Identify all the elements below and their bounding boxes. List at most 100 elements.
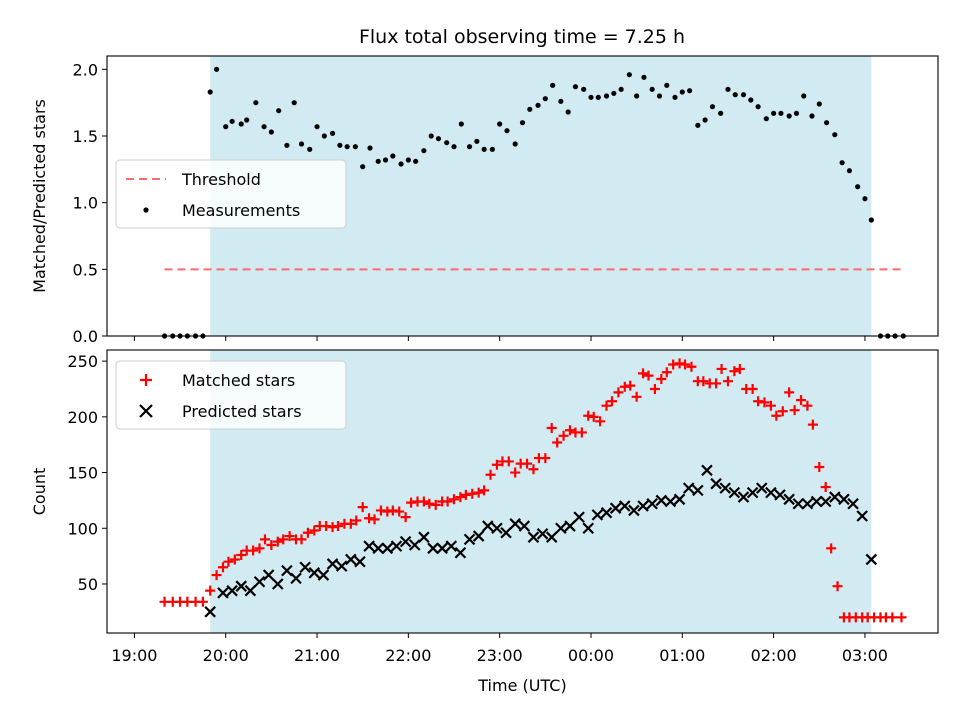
data-point (519, 120, 526, 126)
data-point (235, 580, 248, 592)
data-point (363, 540, 375, 552)
data-point (424, 498, 435, 509)
data-point (737, 491, 750, 503)
data-point (789, 405, 800, 416)
data-point (333, 521, 344, 532)
data-point (784, 387, 795, 398)
data-point (846, 168, 853, 174)
data-point (613, 387, 624, 398)
data-point (796, 395, 807, 406)
data-point (576, 427, 587, 438)
data-point (217, 562, 228, 573)
data-point (445, 540, 458, 552)
legend-entry-label: Measurements (182, 201, 300, 220)
data-point (298, 141, 305, 147)
data-point (427, 542, 439, 555)
data-point (369, 514, 380, 525)
data-point (734, 363, 745, 374)
y-tick-label: 50 (78, 575, 98, 594)
data-point (582, 522, 595, 535)
data-point (372, 542, 384, 555)
data-point (314, 124, 320, 130)
data-point (618, 500, 631, 512)
data-point (248, 545, 259, 556)
data-point (755, 104, 761, 110)
x-tick-label: 19:00 (111, 646, 157, 665)
data-point (512, 141, 518, 147)
data-point (406, 497, 417, 508)
data-point (266, 539, 277, 550)
data-point (573, 511, 585, 523)
data-point (223, 556, 234, 567)
legend-entry-label: Predicted stars (182, 402, 302, 421)
data-point (399, 535, 412, 548)
data-point (229, 554, 240, 565)
data-point (687, 88, 693, 94)
data-point (482, 520, 494, 532)
data-point (466, 144, 473, 150)
data-point (558, 98, 564, 104)
data-point (302, 527, 313, 538)
data-point (497, 121, 503, 127)
data-point (542, 96, 548, 102)
data-point (778, 110, 784, 116)
data-point (771, 110, 777, 116)
data-point (820, 482, 831, 493)
data-point (759, 397, 770, 408)
data-point (686, 361, 697, 372)
data-point (268, 129, 274, 135)
data-point (716, 363, 727, 374)
y-tick-label: 2.0 (73, 60, 98, 79)
data-point (299, 561, 311, 574)
x-tick-label: 00:00 (568, 646, 614, 665)
data-point (308, 567, 321, 579)
data-point (618, 86, 624, 92)
data-point (442, 496, 453, 507)
data-point (238, 121, 244, 127)
top-panel: 0.0 0.5 1.0 1.5 2.0 Matched/Predicted stars Th… (30, 55, 939, 346)
data-point (473, 487, 484, 498)
data-point (668, 359, 679, 370)
data-point (408, 539, 421, 551)
data-point (649, 86, 655, 92)
data-point (262, 569, 275, 581)
data-point (771, 410, 782, 421)
data-point (479, 485, 490, 496)
data-point (540, 453, 551, 464)
data-point (436, 542, 448, 555)
data-point (276, 108, 282, 114)
data-point (814, 461, 825, 472)
x-tick-label: 20:00 (203, 646, 249, 665)
data-point (536, 528, 549, 540)
data-point (405, 157, 411, 163)
data-point (748, 97, 754, 103)
data-point (418, 496, 429, 507)
data-point (510, 467, 521, 478)
data-point (291, 100, 297, 106)
data-point (555, 522, 567, 535)
legend-entry-label: Threshold (181, 170, 261, 189)
data-point (862, 196, 868, 202)
x-tick-label: 23:00 (477, 646, 523, 665)
data-point (783, 493, 795, 506)
data-point (855, 184, 861, 190)
data-point (591, 509, 604, 521)
data-point (595, 416, 606, 427)
data-point (205, 585, 216, 596)
data-point (718, 110, 724, 116)
data-point (606, 396, 617, 407)
axes-frame (106, 349, 939, 634)
data-point (661, 367, 672, 378)
data-point (244, 584, 257, 597)
data-point (631, 391, 642, 402)
data-point (421, 148, 427, 154)
data-point (375, 505, 386, 516)
data-point (809, 113, 815, 119)
data-point (672, 94, 678, 100)
data-point (360, 164, 366, 170)
data-point (449, 494, 460, 505)
data-point (545, 531, 558, 543)
data-point (271, 578, 284, 590)
data-point (729, 366, 740, 377)
